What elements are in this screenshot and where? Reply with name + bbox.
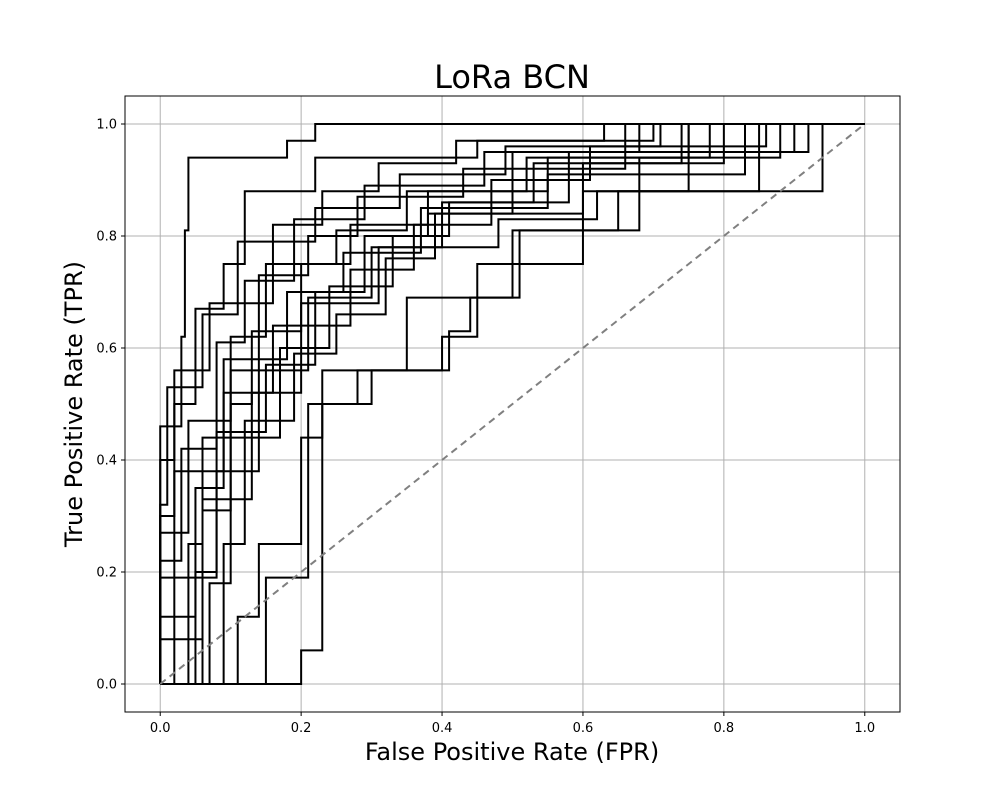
x-tick-label: 0.2 <box>291 721 312 736</box>
axis-ticks: 0.0 0.2 0.4 0.6 0.8 1.0 0.0 0.2 0.4 0.6 0.8 1.0 <box>96 118 875 737</box>
y-tick-label: 0.2 <box>96 566 117 581</box>
y-tick-label: 1.0 <box>96 118 117 133</box>
roc-curve-17 <box>159 123 865 684</box>
x-tick-label: 0.0 <box>150 721 171 736</box>
roc-curve-13 <box>159 123 865 684</box>
roc-curve-12 <box>160 123 865 685</box>
x-tick-label: 1.0 <box>854 721 875 736</box>
plot-frame <box>124 95 901 713</box>
roc-curve-16 <box>160 123 865 685</box>
y-tick-label: 0.8 <box>96 230 117 245</box>
roc-curve-6 <box>159 123 865 684</box>
diagonal-baseline <box>159 123 866 685</box>
roc-curve-7 <box>160 123 865 685</box>
x-tick-label: 0.8 <box>714 721 735 736</box>
roc-curve-18 <box>160 123 865 685</box>
roc-curve-9 <box>160 123 865 685</box>
chance-diagonal <box>159 123 866 685</box>
y-tick-label: 0.4 <box>96 454 117 469</box>
y-tick-label: 0.6 <box>96 342 117 357</box>
x-axis-label: False Positive Rate (FPR) <box>365 738 659 766</box>
x-tick-label: 0.6 <box>573 721 594 736</box>
chart-title: LoRa BCN <box>434 58 590 96</box>
x-tick-label: 0.4 <box>432 721 453 736</box>
roc-curve-1 <box>159 123 865 684</box>
y-tick-label: 0.0 <box>96 678 117 693</box>
roc-curves <box>159 123 865 685</box>
y-axis-label: True Positive Rate (TPR) <box>60 261 88 548</box>
roc-curve-15 <box>159 123 865 684</box>
